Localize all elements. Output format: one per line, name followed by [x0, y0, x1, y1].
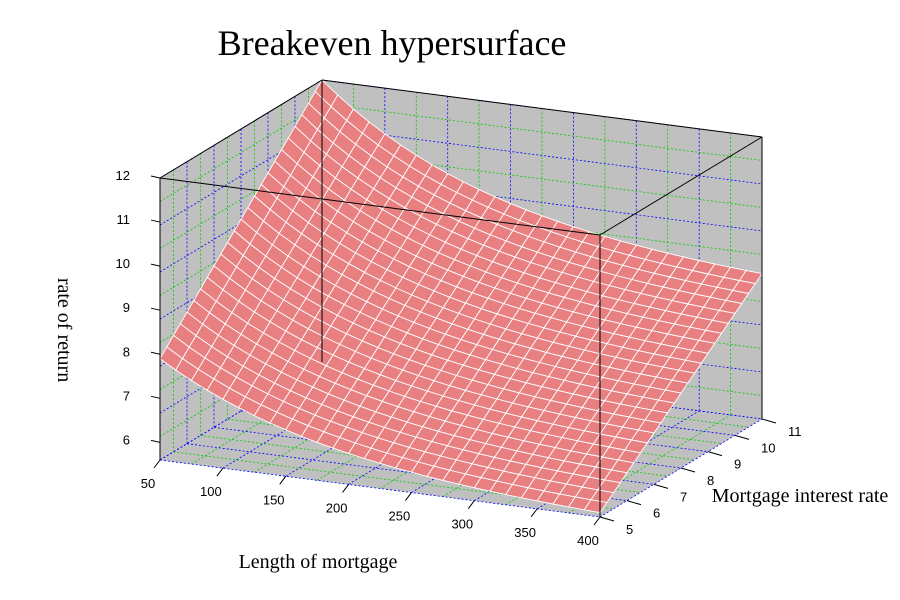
tick-mark [707, 451, 723, 457]
x-tick-label: 350 [514, 525, 536, 540]
tick-mark [150, 263, 161, 267]
tick-mark [467, 500, 475, 510]
tick-labels: 50 100 150 200 250 300 350 400 5 6 7 8 9 10 11 6 7 8 9 10 11… [116, 168, 802, 548]
y-tick-label: 5 [626, 522, 633, 537]
z-tick-label: 9 [123, 300, 130, 315]
tick-mark [734, 434, 750, 440]
tick-mark [279, 475, 287, 485]
tick-mark [150, 219, 161, 223]
back-wall-grid-line [321, 103, 763, 161]
y-tick-label: 6 [653, 506, 660, 521]
chart-title: Breakeven hypersurface [218, 23, 567, 63]
chart-frame [159, 79, 763, 517]
z-tick-label: 11 [117, 212, 131, 227]
frame-edge [599, 136, 763, 236]
tick-mark [150, 395, 161, 399]
left-wall-grid-line [159, 103, 323, 202]
x-axis-title: Length of mortgage [239, 551, 398, 573]
floor-grid-line [568, 414, 731, 514]
tick-mark [530, 508, 538, 518]
z-tick-label: 8 [123, 344, 130, 359]
y-tick-label: 9 [734, 457, 741, 472]
tick-mark [150, 439, 161, 443]
floor-grid-line [159, 459, 601, 518]
y-axis-title: Mortgage interest rate [712, 485, 889, 507]
tick-mark [150, 175, 161, 179]
tick-mark [153, 459, 161, 469]
z-tick-label: 10 [116, 256, 130, 271]
z-tick-label: 6 [123, 432, 130, 447]
tick-mark [653, 483, 669, 489]
tick-mark [599, 516, 615, 522]
frame-edge [321, 79, 763, 138]
y-tick-label: 11 [788, 424, 802, 439]
y-tick-label: 7 [680, 489, 687, 504]
surface-mesh [159, 79, 763, 514]
tick-mark [405, 492, 412, 501]
z-tick-label: 12 [116, 168, 130, 183]
back-wall-grid-line [321, 126, 763, 185]
tick-mark [150, 307, 161, 311]
tick-mark [761, 418, 777, 424]
x-tick-label: 300 [451, 517, 473, 532]
x-tick-label: 50 [141, 476, 155, 491]
tick-mark [150, 351, 161, 355]
frame-edge [159, 177, 601, 236]
z-tick-label: 7 [123, 388, 130, 403]
y-tick-label: 10 [761, 440, 775, 455]
tick-mark [342, 484, 349, 493]
tick-mark [680, 467, 696, 473]
x-tick-label: 250 [389, 509, 411, 524]
tick-mark [626, 500, 642, 506]
z-axis-title: rate of return [53, 278, 75, 382]
x-tick-label: 200 [326, 500, 348, 515]
tick-mark [216, 467, 224, 477]
x-tick-label: 400 [577, 533, 599, 548]
frame-edge [159, 79, 323, 179]
y-tick-label: 8 [707, 473, 714, 488]
x-tick-label: 150 [263, 492, 285, 507]
tick-mark [593, 516, 601, 526]
x-tick-label: 100 [200, 484, 222, 499]
surface-cell [583, 499, 608, 514]
